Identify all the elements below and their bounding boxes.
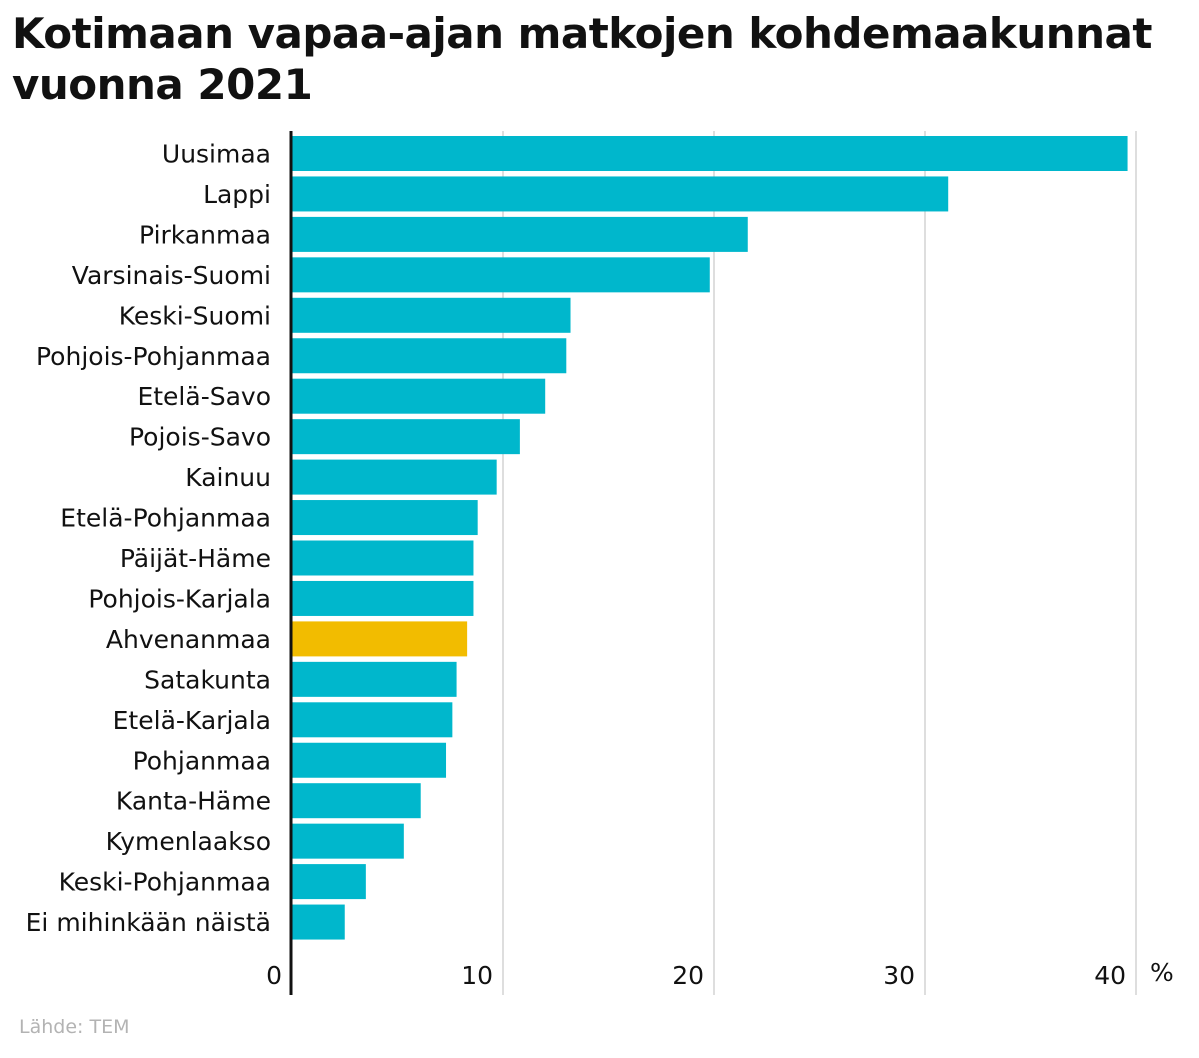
category-label: Pohjois-Karjala — [88, 584, 271, 613]
x-tick-label: 40 — [1094, 961, 1126, 990]
category-label: Etelä-Pohjanmaa — [60, 504, 271, 533]
category-label: Ahvenanmaa — [106, 625, 271, 654]
category-label: Kymenlaakso — [106, 827, 271, 856]
category-label: Keski-Suomi — [119, 301, 271, 330]
category-label: Pohjois-Pohjanmaa — [36, 342, 271, 371]
bar — [292, 459, 497, 495]
bar — [292, 338, 567, 374]
category-label: Satakunta — [144, 665, 271, 694]
bar — [292, 176, 949, 212]
bar — [292, 904, 345, 940]
x-tick-label: 0 — [266, 961, 282, 990]
category-labels: Uusimaa Lappi Pirkanmaa Varsinais-Suomi Kesk… — [26, 140, 271, 938]
bar — [292, 702, 453, 738]
bar — [292, 540, 474, 576]
category-label: Kanta-Häme — [116, 787, 271, 816]
x-tick-label: 30 — [883, 961, 915, 990]
category-label: Pojois-Savo — [129, 423, 271, 452]
bar — [292, 742, 447, 778]
bar — [292, 257, 710, 293]
category-label: Etelä-Karjala — [113, 706, 271, 735]
bar — [292, 783, 421, 819]
bar — [292, 580, 474, 616]
bar — [292, 136, 1128, 171]
bar — [292, 864, 366, 900]
bar — [292, 661, 457, 697]
bar — [292, 419, 520, 455]
category-label: Varsinais-Suomi — [72, 261, 271, 290]
bar — [292, 500, 478, 536]
bar — [292, 378, 546, 414]
category-label: Ei mihinkään näistä — [26, 908, 271, 937]
source-note: Lähde: TEM — [19, 1016, 130, 1038]
bar — [292, 297, 571, 333]
unit-label: % — [1150, 958, 1174, 987]
bar-highlight — [292, 621, 468, 657]
chart-title: Kotimaan vapaa-ajan matkojen kohdemaakun… — [12, 9, 1152, 109]
bars — [292, 136, 1128, 940]
x-tick-label: 20 — [672, 961, 704, 990]
category-label: Uusimaa — [162, 140, 271, 169]
category-label: Keski-Pohjanmaa — [59, 868, 271, 897]
category-label: Lappi — [203, 180, 271, 209]
category-label: Pirkanmaa — [139, 220, 271, 249]
category-label: Etelä-Savo — [137, 382, 271, 411]
bar — [292, 216, 748, 252]
bar — [292, 823, 404, 859]
category-label: Päijät-Häme — [120, 544, 271, 573]
x-axis-ticks: 0 10 20 30 40% — [266, 958, 1174, 990]
category-label: Pohjanmaa — [133, 746, 271, 775]
category-label: Kainuu — [185, 463, 271, 492]
x-tick-label: 10 — [461, 961, 493, 990]
